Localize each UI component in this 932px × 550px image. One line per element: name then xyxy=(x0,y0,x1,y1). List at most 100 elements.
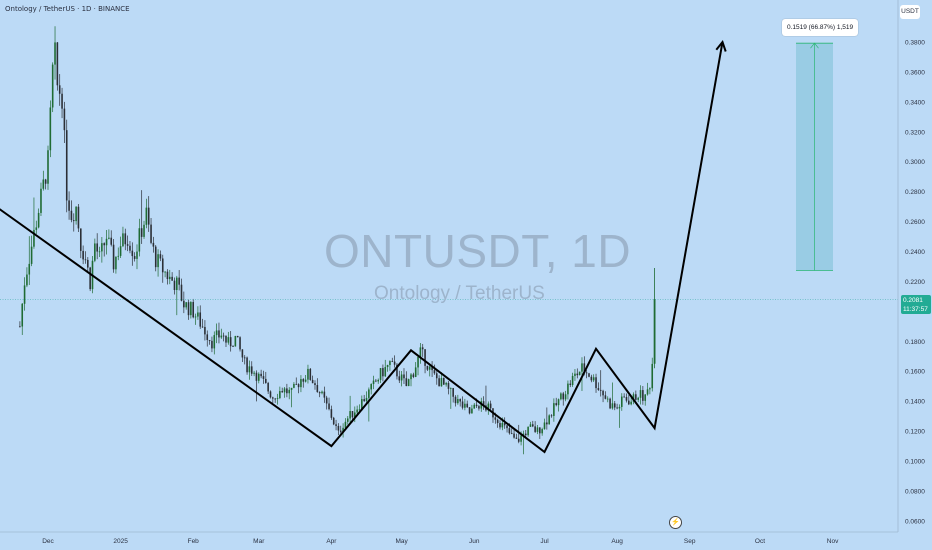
candle-body xyxy=(243,357,246,359)
candle-body xyxy=(119,246,122,256)
currency-label[interactable]: USDT xyxy=(900,5,920,19)
candle-body xyxy=(628,400,630,405)
candle-body xyxy=(218,330,220,338)
x-tick-label: Nov xyxy=(827,538,839,545)
candle-body xyxy=(445,382,447,385)
candle-body xyxy=(442,378,445,385)
candle-body xyxy=(363,399,365,402)
candle-body xyxy=(309,368,312,380)
candle-body xyxy=(21,303,24,327)
candle-body xyxy=(300,379,302,388)
candle-body xyxy=(536,427,539,432)
candle-body xyxy=(161,258,164,273)
y-tick-label: 0.0600 xyxy=(905,518,925,525)
candle-body xyxy=(215,330,218,336)
candle-body xyxy=(192,302,195,318)
x-tick-label: Oct xyxy=(755,538,765,545)
candle-body xyxy=(246,357,248,373)
candle-body xyxy=(503,422,506,426)
candle-body xyxy=(471,408,473,414)
candle-body xyxy=(506,425,508,429)
candle-body xyxy=(555,403,558,406)
lightning-icon[interactable]: ⚡ xyxy=(669,516,682,529)
candle-body xyxy=(248,366,251,373)
candle-body xyxy=(19,326,21,328)
candle-body xyxy=(171,276,173,281)
candle-body xyxy=(103,243,106,246)
candle-body xyxy=(644,394,647,401)
x-tick-label: Dec xyxy=(42,538,54,545)
candle-body xyxy=(122,233,124,247)
candle-body xyxy=(489,403,492,409)
candle-body xyxy=(124,233,127,245)
candle-body xyxy=(136,251,138,259)
candle-body xyxy=(508,428,511,434)
candle-body xyxy=(487,403,490,411)
candle-body xyxy=(539,427,541,434)
candle-body xyxy=(272,397,274,399)
candle-body xyxy=(96,243,98,252)
candle-body xyxy=(126,244,129,246)
candle-body xyxy=(307,368,309,380)
candle-body xyxy=(176,277,178,291)
candle-body xyxy=(501,422,504,428)
candle-body xyxy=(197,312,199,317)
candle-body xyxy=(424,349,426,366)
candle-body xyxy=(599,389,602,391)
candle-body xyxy=(550,415,553,417)
candle-body xyxy=(281,391,283,393)
candle-body xyxy=(178,277,180,285)
y-tick-label: 0.3200 xyxy=(905,129,925,136)
candle-body xyxy=(283,388,286,393)
candle-body xyxy=(302,379,305,382)
y-tick-label: 0.1400 xyxy=(905,399,925,406)
candle-body xyxy=(606,398,609,400)
candle-body xyxy=(384,367,387,377)
candle-body xyxy=(42,179,45,189)
current-price-tag: 0.2081 11:37:57 xyxy=(901,295,931,314)
candle-body xyxy=(391,361,394,362)
candle-body xyxy=(517,438,520,442)
candle-body xyxy=(365,397,368,402)
candle-body xyxy=(138,228,141,252)
candle-body xyxy=(28,263,31,275)
candle-body xyxy=(183,300,185,308)
measure-label[interactable]: 0.1519 (66.87%) 1,519 xyxy=(782,19,859,36)
candle-body xyxy=(194,316,197,318)
candle-body xyxy=(229,337,232,347)
candle-body xyxy=(372,380,375,385)
candle-body xyxy=(459,399,461,402)
candle-body xyxy=(524,433,527,436)
candle-body xyxy=(295,383,298,385)
candle-body xyxy=(335,424,337,426)
candle-body xyxy=(157,254,159,268)
watermark-title: ONTUSDT, 1D xyxy=(324,225,632,277)
candle-body xyxy=(543,422,546,430)
candle-body xyxy=(190,302,192,316)
candle-body xyxy=(112,244,115,270)
candle-body xyxy=(649,388,651,390)
candle-body xyxy=(164,271,166,273)
candle-body xyxy=(286,388,288,394)
candle-body xyxy=(382,368,384,377)
candle-body xyxy=(321,391,323,394)
candle-body xyxy=(253,372,255,374)
candle-body xyxy=(534,426,536,432)
candle-body xyxy=(450,388,452,389)
candle-body xyxy=(201,326,204,328)
candle-body xyxy=(513,433,515,438)
x-tick-label: Sep xyxy=(684,538,696,545)
candle-body xyxy=(236,335,239,338)
candle-body xyxy=(529,424,532,427)
candle-body xyxy=(208,339,211,341)
candle-body xyxy=(314,383,316,386)
candle-body xyxy=(108,237,110,239)
candle-body xyxy=(220,335,223,338)
candle-body xyxy=(482,401,485,406)
candle-body xyxy=(168,276,171,280)
candle-body xyxy=(63,108,66,131)
candle-body xyxy=(356,409,358,413)
candle-body xyxy=(290,387,293,390)
symbol-header[interactable]: Ontology / TetherUS · 1D · BINANCE xyxy=(5,5,130,13)
